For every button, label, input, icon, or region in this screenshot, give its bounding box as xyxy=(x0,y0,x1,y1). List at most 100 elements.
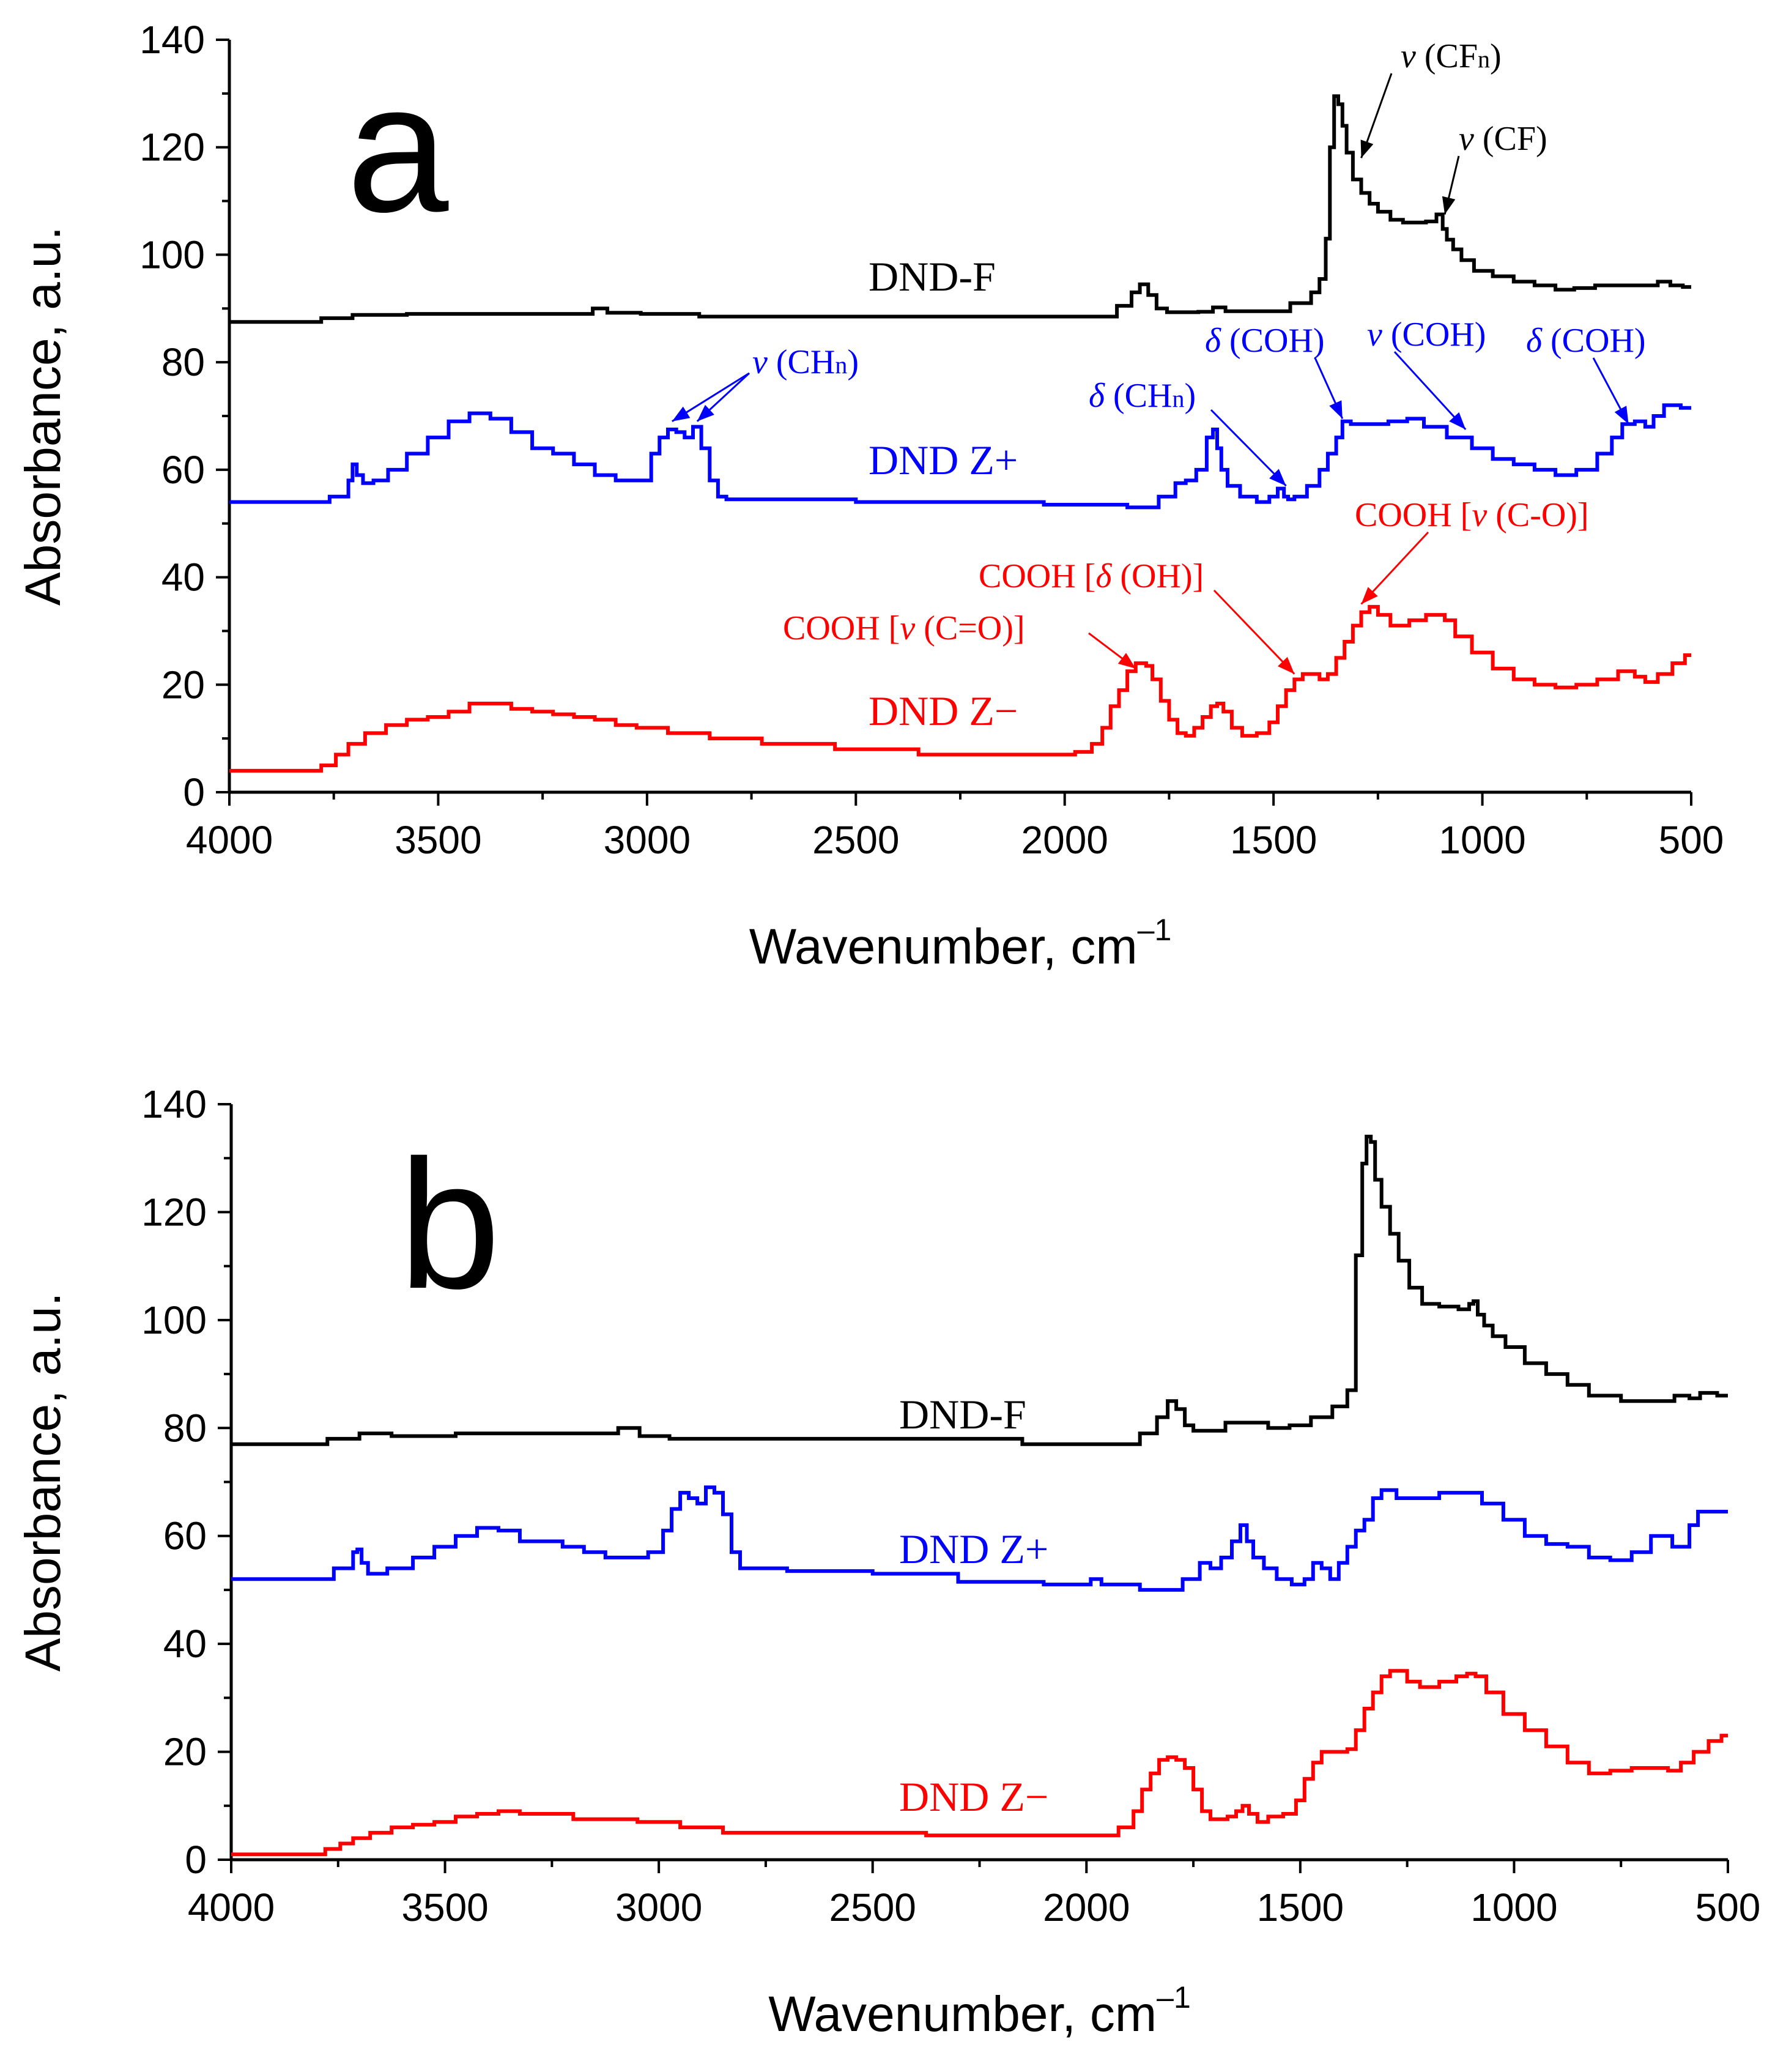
y-tick-label: 100 xyxy=(139,232,205,277)
panel-a: 0 20 40 60 80 100 120 140 4000 3500 3000 2500 2000 15… xyxy=(15,18,1724,975)
y-tick-label: 20 xyxy=(163,1730,207,1774)
annotation-text: (CH xyxy=(1105,377,1172,415)
y-axis-title: Absorbance, a.u. xyxy=(15,226,71,606)
annotation-subscript: n xyxy=(1172,385,1184,412)
annotation-symbol: v xyxy=(1401,37,1416,75)
annotation-arrow-line xyxy=(1213,589,1295,675)
y-tick-label: 60 xyxy=(161,448,205,492)
series-line-dnd-z- xyxy=(231,1669,1728,1857)
series-line-dnd-z- xyxy=(231,1485,1728,1592)
annotation-arrowhead xyxy=(1442,196,1456,215)
x-tick-label: 2000 xyxy=(1043,1885,1130,1929)
series-line-dnd-f xyxy=(229,94,1691,324)
annotation-text: (COH) xyxy=(1221,322,1325,360)
annotation-label: δ (COH) xyxy=(1205,322,1325,360)
annotation-arrowhead xyxy=(697,404,714,421)
y-tick-label: 20 xyxy=(161,663,205,707)
x-axis-title-superscript: –1 xyxy=(1138,913,1172,947)
annotation-arrowhead xyxy=(1277,656,1295,674)
x-tick-label: 3000 xyxy=(615,1885,702,1929)
x-tick-label: 1000 xyxy=(1439,818,1525,862)
annotation-arrowhead xyxy=(1361,587,1378,604)
y-tick-label: 60 xyxy=(163,1514,207,1558)
annotation-suffix: ) xyxy=(1490,37,1502,75)
y-tick-label: 0 xyxy=(185,1838,207,1882)
annotation-suffix: ) xyxy=(1184,377,1196,415)
annotation-text: (COH) xyxy=(1542,322,1646,360)
x-tick-label: 2000 xyxy=(1021,818,1108,862)
annotation-label: COOH [v (C-O)] xyxy=(1355,496,1589,534)
series-label: DND Z+ xyxy=(899,1526,1048,1572)
y-tick-label: 140 xyxy=(141,1082,207,1126)
annotation-label: COOH [v (C=O)] xyxy=(783,609,1025,647)
annotation-symbol: v xyxy=(900,609,915,647)
y-tick-label: 80 xyxy=(161,340,205,384)
annotation-suffix: ) xyxy=(847,343,859,381)
annotation-arrowhead xyxy=(672,406,691,421)
y-tick-label: 40 xyxy=(163,1622,207,1666)
annotation-prefix: COOH [ xyxy=(783,609,900,647)
x-tick-label: 1500 xyxy=(1230,818,1317,862)
x-tick-label: 3500 xyxy=(401,1885,488,1929)
annotation-symbol: v xyxy=(1459,120,1474,158)
x-axis-title: Wavenumber, cm–1 xyxy=(768,1980,1191,2042)
annotation-symbol: δ xyxy=(1095,557,1112,595)
annotation-text: (CF) xyxy=(1474,120,1547,158)
y-tick-label: 80 xyxy=(163,1406,207,1450)
annotation-text: (COH) xyxy=(1382,316,1486,354)
annotation-arrowhead xyxy=(1360,139,1374,158)
annotation-arrowhead xyxy=(1117,653,1136,669)
annotation-arrowhead xyxy=(1614,406,1629,425)
annotation-text: (C-O)] xyxy=(1487,496,1588,534)
x-tick-label: 3500 xyxy=(395,818,481,862)
x-tick-label: 1000 xyxy=(1470,1885,1557,1929)
annotation-symbol: δ xyxy=(1526,322,1543,360)
y-tick-label: 40 xyxy=(161,555,205,600)
annotation-text: (CH xyxy=(768,343,835,381)
annotation-arrow-line xyxy=(1210,409,1287,487)
annotation-label: v (CHn) xyxy=(752,343,859,381)
annotation-symbol: v xyxy=(1367,316,1382,354)
series-line-dnd-z- xyxy=(229,604,1691,773)
x-axis-title-text: Wavenumber, cm xyxy=(749,919,1138,975)
x-tick-label: 1500 xyxy=(1257,1885,1344,1929)
annotation-prefix: COOH [ xyxy=(1355,496,1472,534)
y-tick-label: 140 xyxy=(139,18,205,62)
y-tick-label: 120 xyxy=(139,125,205,169)
x-tick-label: 4000 xyxy=(186,818,273,862)
series-label: DND Z+ xyxy=(869,437,1018,483)
x-axis-title-superscript: –1 xyxy=(1157,1980,1191,2014)
annotation-text: (OH)] xyxy=(1111,557,1204,595)
annotation-arrowhead xyxy=(1329,400,1343,419)
x-tick-label: 2500 xyxy=(829,1885,916,1929)
annotation-text: (C=O)] xyxy=(915,609,1025,647)
annotation-label: COOH [δ (OH)] xyxy=(979,557,1204,595)
annotation-label: v (CFn) xyxy=(1401,37,1502,75)
x-tick-label: 500 xyxy=(1695,1885,1761,1929)
y-tick-label: 120 xyxy=(141,1190,207,1234)
series-label: DND Z− xyxy=(899,1773,1048,1820)
y-tick-label: 100 xyxy=(141,1298,207,1342)
x-tick-label: 500 xyxy=(1659,818,1724,862)
x-tick-label: 3000 xyxy=(604,818,691,862)
panel-letter: b xyxy=(399,1121,501,1327)
annotation-label: δ (COH) xyxy=(1526,322,1646,360)
panel-letter: a xyxy=(347,45,450,250)
annotation-symbol: v xyxy=(752,343,768,381)
y-axis-title: Absorbance, a.u. xyxy=(15,1293,71,1672)
series-line-dnd-z- xyxy=(229,403,1691,510)
series-label: DND-F xyxy=(899,1391,1026,1438)
y-tick-label: 0 xyxy=(183,770,205,814)
annotation-label: δ (CHn) xyxy=(1089,377,1196,415)
annotation-arrowhead xyxy=(1449,412,1466,429)
annotation-text: (CF xyxy=(1416,37,1478,75)
annotation-symbol: δ xyxy=(1089,377,1105,415)
annotation-subscript: n xyxy=(835,351,847,379)
annotation-arrowhead xyxy=(1269,469,1286,486)
x-tick-label: 2500 xyxy=(812,818,899,862)
x-tick-label: 4000 xyxy=(188,1885,275,1929)
x-axis-title-text: Wavenumber, cm xyxy=(768,1986,1157,2042)
annotation-subscript: n xyxy=(1478,45,1490,73)
annotation-label: v (CF) xyxy=(1459,120,1547,158)
